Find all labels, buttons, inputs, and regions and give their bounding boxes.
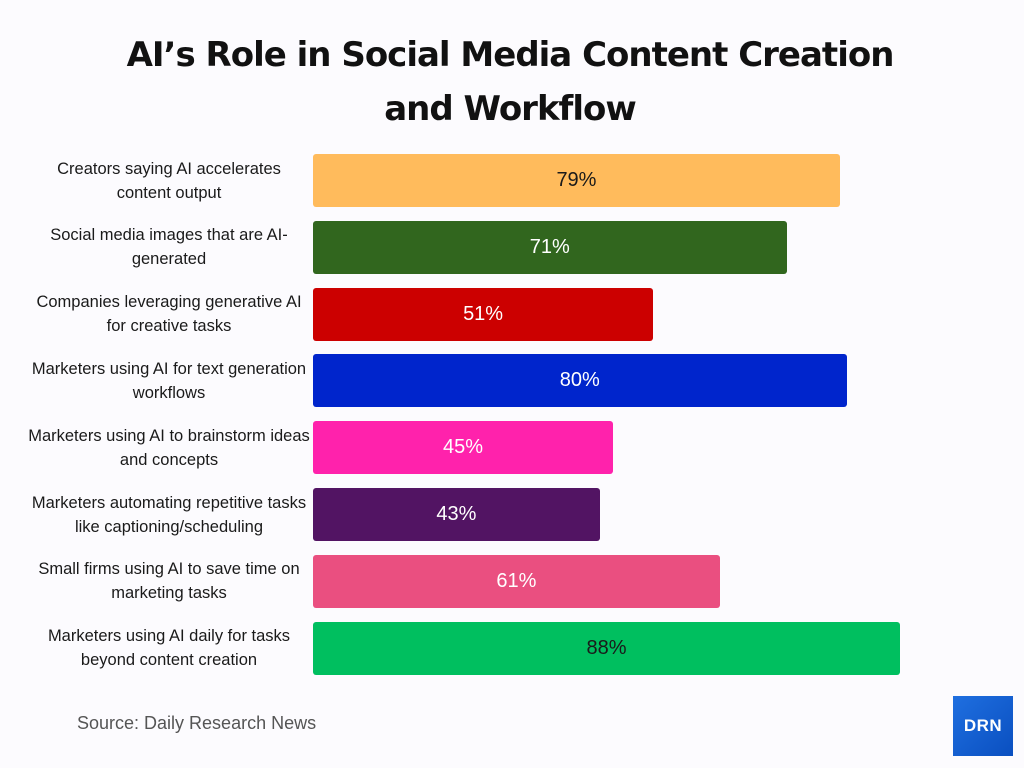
title-line-2: and Workflow [384,89,637,129]
category-label: Marketers using AI to brainstorm ideas a… [28,426,310,469]
value-label: 79% [556,169,597,191]
bar-row: Small firms using AI to save time on mar… [0,554,1024,608]
category-label: Social media images that are AI-generate… [50,226,288,269]
bar: 88% [313,621,900,675]
category-label: Marketers using AI for text generation w… [31,359,307,402]
bar: 71% [313,220,787,274]
value-label: 61% [496,569,537,592]
bar: 61% [313,554,720,608]
category-label: Small firms using AI to save time on mar… [38,560,300,603]
category-label: Creators saying AI accelerates content o… [57,159,281,202]
category-label: Companies leveraging generative AI for c… [36,293,302,336]
bar-row: Marketers using AI for text generation w… [0,354,1024,408]
value-label: 51% [463,302,504,325]
bar: 43% [313,488,600,541]
value-label: 43% [436,503,477,525]
bar-row: Marketers using AI to brainstorm ideas a… [0,421,1024,475]
value-label: 71% [529,235,570,258]
bar: 80% [313,354,847,408]
bar-row: Marketers automating repetitive tasks li… [0,488,1024,541]
bar: 79% [313,154,840,207]
source-note: Source: Daily Research News [77,713,317,733]
bar: 51% [313,287,654,341]
chart-title: AI’s Role in Social Media Content Creati… [0,28,1020,136]
value-label: 88% [586,636,627,659]
category-label: Marketers using AI daily for tasks beyon… [47,627,291,670]
category-label: Marketers automating repetitive tasks li… [31,493,307,536]
bar: 45% [313,421,614,475]
bar-row: Marketers using AI daily for tasks beyon… [0,621,1024,675]
drn-logo: DRN [953,696,1013,756]
bar-row: Social media images that are AI-generate… [0,220,1024,274]
value-label: 80% [559,369,600,392]
bar-row: Creators saying AI accelerates content o… [0,154,1024,207]
bar-row: Companies leveraging generative AI for c… [0,287,1024,341]
value-label: 45% [443,436,484,459]
title-line-1: AI’s Role in Social Media Content Creati… [126,35,895,75]
